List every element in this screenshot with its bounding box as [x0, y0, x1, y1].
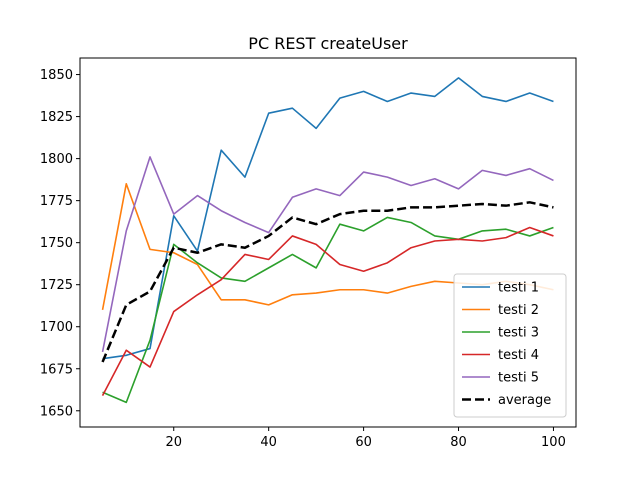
- legend-label: average: [498, 393, 551, 408]
- y-tick-label: 1675: [40, 362, 73, 377]
- y-tick-label: 1725: [40, 278, 73, 293]
- series-line-testi-3: [102, 216, 554, 404]
- x-tick-label: 40: [260, 435, 277, 450]
- series-line-testi-4: [101, 226, 554, 397]
- x-tick-label: 20: [165, 435, 182, 450]
- y-tick-label: 1750: [40, 236, 73, 251]
- legend-label: testi 1: [498, 281, 539, 296]
- chart-title: PC REST createUser: [248, 34, 408, 53]
- legend-label: testi 3: [498, 326, 539, 341]
- legend: testi 1 testi 2 testi 3 testi 4 testi 5 avera…: [453, 273, 567, 418]
- x-tick-label: 80: [450, 435, 467, 450]
- legend-label: testi 4: [498, 348, 539, 363]
- series-line-testi-5: [101, 156, 554, 353]
- y-tick-label: 1650: [40, 404, 73, 419]
- y-tick-label: 1775: [40, 194, 73, 209]
- x-tick-label: 100: [541, 435, 566, 450]
- y-tick-label: 1700: [40, 320, 73, 335]
- series-line-testi-1: [102, 77, 554, 360]
- legend-label: testi 5: [498, 371, 539, 386]
- y-tick-label: 1825: [40, 110, 73, 125]
- legend-label: testi 2: [498, 303, 539, 318]
- y-tick-label: 1850: [40, 68, 73, 83]
- y-tick-label: 1800: [40, 152, 73, 167]
- axis-ticks: 20 40 60 80 100 1650 1675 1700 1725 1750 1775 1800 1…: [40, 68, 566, 450]
- plot-frame: [79, 57, 577, 428]
- x-tick-label: 60: [355, 435, 372, 450]
- series-line-average: [101, 201, 554, 363]
